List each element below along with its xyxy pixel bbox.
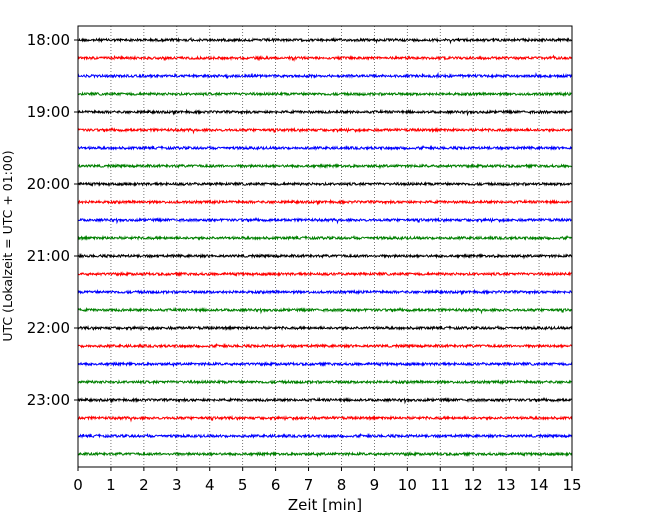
y-tick-label: 23:00 [27,391,70,409]
x-ticks: 0 1 2 3 4 5 6 7 8 9 10 11 12 13 14 15 [73,467,582,494]
x-tick-label: 15 [562,476,581,494]
y-tick-label: 21:00 [27,247,70,265]
y-tick-label: 22:00 [27,319,70,337]
trace-2200 [77,324,573,332]
plot-frame [77,25,573,468]
trace-2315 [77,414,573,423]
trace-1900 [77,108,573,117]
y-ticks: 18:00 19:00 20:00 21:00 22:00 23:00 [27,31,78,409]
trace-2230 [77,361,573,368]
trace-1845 [77,91,573,98]
trace-1815 [77,54,573,62]
trace-2100 [77,252,573,260]
trace-2330 [77,432,573,439]
x-tick-label: 5 [238,476,248,494]
x-tick-label: 10 [398,476,417,494]
y-tick-label: 20:00 [27,175,70,193]
y-tick-label: 19:00 [27,103,70,121]
y-axis-label: UTC (Lokalzeit = UTC + 01:00) [0,150,15,341]
x-axis-label: Zeit [min] [288,496,362,514]
trace-1930 [77,144,573,151]
x-tick-label: 1 [106,476,116,494]
trace-1915 [77,126,573,135]
trace-2015 [77,198,573,206]
trace-1800 [77,36,573,45]
trace-2030 [77,216,573,225]
x-tick-label: 9 [370,476,380,494]
trace-2130 [77,288,573,296]
trace-2215 [77,342,573,349]
trace-1830 [77,71,573,80]
trace-2045 [77,234,573,242]
trace-2000 [77,181,573,188]
y-tick-label: 18:00 [27,31,70,49]
x-tick-label: 0 [73,476,83,494]
x-tick-label: 12 [464,476,483,494]
x-tick-label: 13 [497,476,516,494]
trace-2300 [77,396,573,405]
trace-2115 [77,271,573,278]
x-tick-label: 3 [172,476,182,494]
x-tick-label: 7 [304,476,314,494]
x-tick-label: 2 [139,476,149,494]
x-tick-label: 14 [530,476,549,494]
trace-1945 [77,163,573,170]
x-tick-label: 8 [337,476,347,494]
trace-2345 [77,451,573,458]
x-tick-label: 4 [205,476,215,494]
trace-2145 [77,306,573,315]
x-tick-label: 11 [431,476,450,494]
x-tick-label: 6 [271,476,281,494]
trace-2245 [77,379,573,386]
traces [77,36,573,458]
